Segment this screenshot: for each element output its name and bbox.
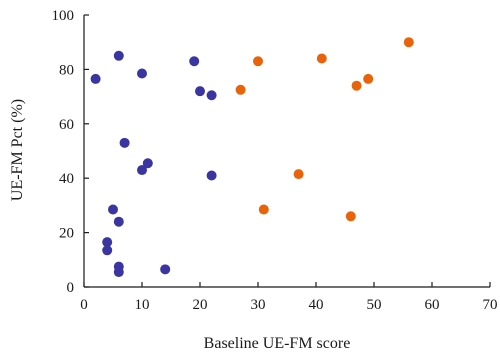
data-point-series-1 <box>206 170 217 181</box>
x-ticks: 0 10 20 30 40 50 60 70 <box>80 282 498 313</box>
x-tick-label: 40 <box>309 297 324 313</box>
data-point-series-2 <box>258 204 269 215</box>
data-point-series-1 <box>113 267 124 278</box>
y-tick-label: 100 <box>52 8 75 24</box>
data-point-series-2 <box>345 211 356 222</box>
data-point-series-2 <box>316 53 327 64</box>
data-points <box>90 37 414 278</box>
x-tick-label: 30 <box>251 297 266 313</box>
x-axis-title: Baseline UE-FM score <box>204 335 351 352</box>
y-axis-title: UE-FM Pct (%) <box>9 99 26 201</box>
data-point-series-2 <box>293 169 304 180</box>
x-tick-label: 50 <box>367 297 382 313</box>
x-tick-label: 0 <box>80 297 88 313</box>
y-ticks: 0 20 40 60 80 100 <box>52 8 89 296</box>
data-point-series-1 <box>102 237 113 248</box>
data-point-series-2 <box>351 80 362 91</box>
data-point-series-1 <box>206 90 217 101</box>
data-point-series-2 <box>235 84 246 95</box>
x-tick-label: 10 <box>135 297 150 313</box>
data-point-series-1 <box>108 204 118 215</box>
data-point-series-1 <box>119 137 130 148</box>
x-tick-label: 70 <box>483 297 498 313</box>
x-tick-label: 60 <box>425 297 440 313</box>
data-point-series-1 <box>102 245 113 256</box>
data-point-series-1 <box>90 73 101 84</box>
data-point-series-1 <box>195 86 205 97</box>
data-point-series-1 <box>113 50 124 61</box>
y-tick-label: 60 <box>59 117 74 133</box>
data-point-series-1 <box>137 68 147 79</box>
data-point-series-2 <box>253 56 263 67</box>
y-tick-label: 0 <box>67 280 75 296</box>
data-point-series-1 <box>189 56 200 67</box>
data-point-series-2 <box>363 73 374 84</box>
data-point-series-1 <box>142 158 153 169</box>
data-point-series-2 <box>403 37 414 48</box>
data-point-series-1 <box>137 165 147 176</box>
y-tick-label: 80 <box>59 62 74 78</box>
y-tick-label: 40 <box>59 171 74 187</box>
x-tick-label: 20 <box>193 297 208 313</box>
data-point-series-1 <box>113 216 124 227</box>
y-tick-label: 20 <box>59 226 74 242</box>
plot-area: 0 20 40 60 80 100 0 10 20 30 40 50 60 70 <box>52 8 498 313</box>
data-point-series-1 <box>160 264 171 275</box>
